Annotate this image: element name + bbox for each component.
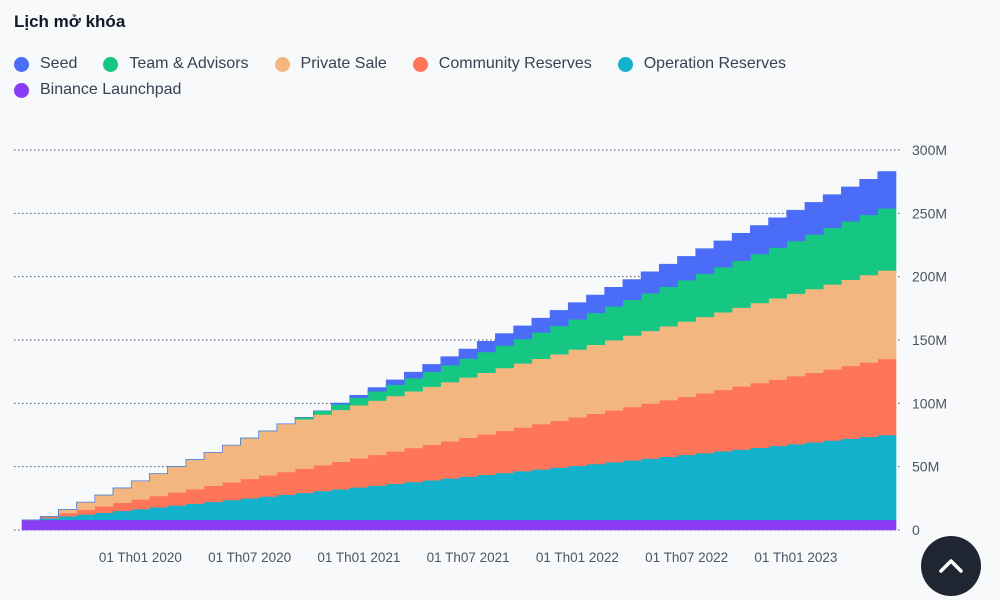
y-tick-label: 150M <box>912 332 947 348</box>
legend-label: Team & Advisors <box>129 55 249 72</box>
y-tick-label: 200M <box>912 269 947 285</box>
y-tick-label: 50M <box>912 459 939 475</box>
legend-item-private-sale[interactable]: Private Sale <box>274 54 387 74</box>
legend-item-team-advisors[interactable]: Team & Advisors <box>103 54 249 74</box>
area-binance-launchpad <box>21 519 897 531</box>
area-seed <box>22 171 897 521</box>
y-tick-label: 250M <box>912 205 947 221</box>
x-tick-label: 01 Th01 2021 <box>317 550 400 565</box>
legend-item-operation-reserves[interactable]: Operation Reserves <box>617 54 787 74</box>
y-tick-label: 100M <box>912 395 947 411</box>
legend-dot-icon <box>103 56 119 72</box>
chart-title: Lịch mở khóa <box>14 12 126 31</box>
x-tick-label: 01 Th07 2022 <box>645 550 728 565</box>
legend-label: Operation Reserves <box>643 55 787 72</box>
legend-dot-icon <box>14 82 29 98</box>
x-tick-label: 01 Th01 2020 <box>99 550 182 565</box>
legend-label: Binance Launchpad <box>40 81 182 98</box>
chart-legend: Seed Team & Advisors Private Sale Commun… <box>14 54 914 100</box>
legend-dot-icon <box>617 56 633 72</box>
x-tick-label: 01 Th07 2020 <box>208 550 291 565</box>
legend-dot-icon <box>412 56 428 72</box>
legend-dot-icon <box>274 56 290 72</box>
legend-dot-icon <box>14 56 29 72</box>
legend-label: Private Sale <box>300 55 387 72</box>
y-tick-label: 300M <box>912 142 947 158</box>
x-tick-label: 01 Th01 2023 <box>754 550 837 565</box>
legend-label: Seed <box>40 55 78 72</box>
scroll-to-top-button[interactable] <box>921 536 981 596</box>
legend-label: Community Reserves <box>438 55 592 72</box>
chevron-up-icon <box>939 559 963 573</box>
legend-item-community-reserves[interactable]: Community Reserves <box>412 54 592 74</box>
y-tick-label: 0 <box>912 522 920 538</box>
legend-item-binance-launchpad[interactable]: Binance Launchpad <box>14 80 181 100</box>
x-tick-label: 01 Th01 2022 <box>536 550 619 565</box>
x-tick-label: 01 Th07 2021 <box>427 550 510 565</box>
legend-item-seed[interactable]: Seed <box>14 54 77 74</box>
